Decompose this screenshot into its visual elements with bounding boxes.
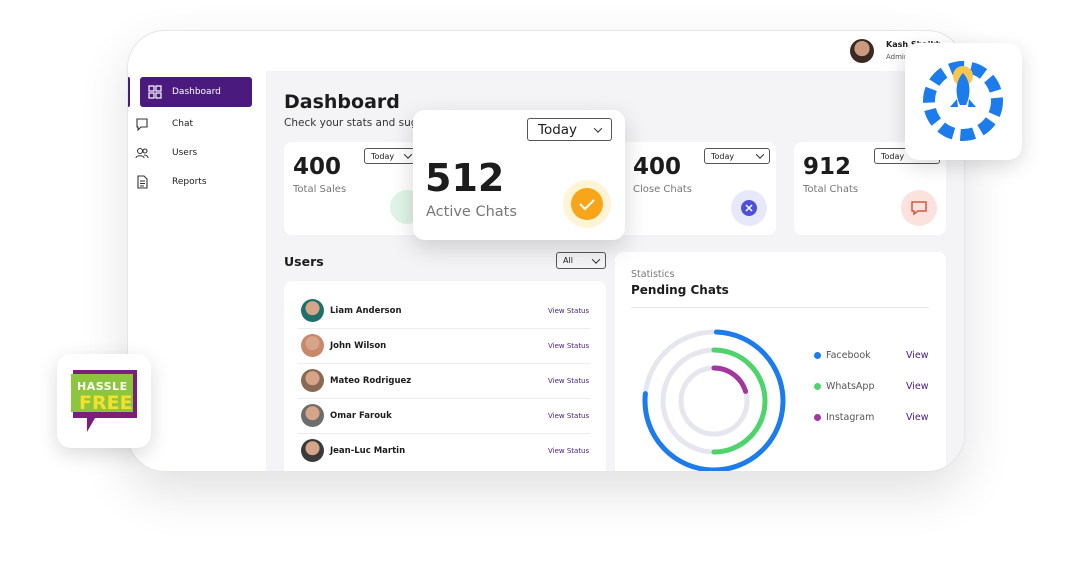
user-avatar[interactable] (850, 39, 874, 63)
period-select[interactable]: Today (364, 148, 418, 164)
badge-line: FREE (79, 392, 133, 414)
user-name: Omar Farouk (330, 411, 392, 421)
period-select[interactable]: Today (704, 148, 770, 164)
user-avatar (301, 404, 324, 427)
nav-icon (135, 147, 149, 159)
row-divider (298, 398, 590, 399)
legend-dot (814, 414, 821, 421)
nav-label: Dashboard (172, 87, 221, 97)
nav-icon (137, 175, 148, 189)
card-title: Pending Chats (631, 283, 729, 297)
popup-card: Today 512 Active Chats (413, 110, 625, 240)
stat-label: Total Chats (803, 184, 859, 195)
popup-value: 512 (425, 156, 505, 200)
user-avatar (301, 299, 324, 322)
stat-icon (901, 190, 937, 226)
user-avatar (301, 334, 324, 357)
stat-label: Total Sales (293, 184, 347, 195)
user-avatar (301, 439, 324, 462)
stat-value: 912 (803, 154, 852, 180)
stat-icon (731, 190, 767, 226)
user-name: Jean-Luc Martin (330, 446, 406, 456)
badge-shape (71, 370, 137, 432)
select-text: Today (538, 121, 578, 138)
legend-action[interactable]: View (906, 381, 929, 392)
nav-icon (136, 118, 148, 131)
hassle-badge: HASSLE FREE (57, 354, 151, 448)
statistics-card: Statistics Pending Chats Facebook View Wha… (615, 252, 946, 471)
tablet-frame: Kash Shaikh Admin Dashboard Chat Users R… (127, 30, 965, 472)
popup-label: Active Chats (426, 204, 517, 220)
badge-line: HASSLE (77, 380, 128, 393)
stat-card: 400 Close Chats Today (598, 142, 776, 235)
legend-dot (814, 352, 821, 359)
select-text: Today (881, 151, 905, 161)
view-status[interactable]: View Status (548, 412, 590, 420)
filter-select[interactable]: All (556, 252, 606, 269)
popup-icon (563, 180, 611, 228)
nav-item[interactable]: Reports (135, 174, 207, 190)
section-title: Users (284, 254, 324, 269)
legend-label: WhatsApp (826, 381, 875, 392)
user-role: Admin (886, 53, 909, 61)
users-card: Liam Anderson View Status John Wilson View … (284, 281, 606, 471)
user-name: Liam Anderson (330, 306, 402, 316)
card-subtitle: Statistics (631, 269, 675, 280)
nav-label: Reports (172, 177, 207, 187)
select-text: Today (711, 151, 735, 161)
nav-item[interactable]: Chat (135, 116, 193, 132)
nav-label: Users (172, 148, 198, 158)
view-status[interactable]: View Status (548, 342, 590, 350)
legend-label: Facebook (826, 350, 871, 361)
user-avatar (301, 369, 324, 392)
row-divider (298, 328, 590, 329)
stat-value: 400 (633, 154, 682, 180)
select-text: Today (371, 151, 395, 161)
stat-value: 400 (293, 154, 342, 180)
view-status[interactable]: View Status (548, 447, 590, 455)
stat-card: 400 Total Sales Today (284, 142, 454, 235)
active-indicator (128, 77, 130, 107)
nav-item[interactable]: Dashboard (140, 77, 252, 107)
page-title: Dashboard (284, 91, 400, 113)
row-divider (298, 433, 590, 434)
rings (642, 329, 786, 471)
legend-action[interactable]: View (906, 412, 929, 423)
stat-card: 912 Total Chats Today (794, 142, 946, 235)
nav-label: Chat (172, 119, 194, 129)
view-status[interactable]: View Status (548, 307, 590, 315)
user-name: Mateo Rodriguez (330, 376, 412, 386)
row-divider (298, 363, 590, 364)
stat-label: Close Chats (633, 184, 692, 195)
legend-label: Instagram (826, 412, 875, 423)
period-select[interactable]: Today (527, 118, 612, 141)
rocket-icon (923, 61, 1003, 141)
nav-icon (148, 85, 162, 99)
user-name: John Wilson (330, 341, 387, 351)
divider (631, 307, 929, 308)
select-text: All (563, 256, 573, 265)
legend-dot (814, 383, 821, 390)
legend-action[interactable]: View (906, 350, 929, 361)
nav-item[interactable]: Users (135, 145, 197, 161)
rocket-badge (905, 43, 1022, 160)
view-status[interactable]: View Status (548, 377, 590, 385)
